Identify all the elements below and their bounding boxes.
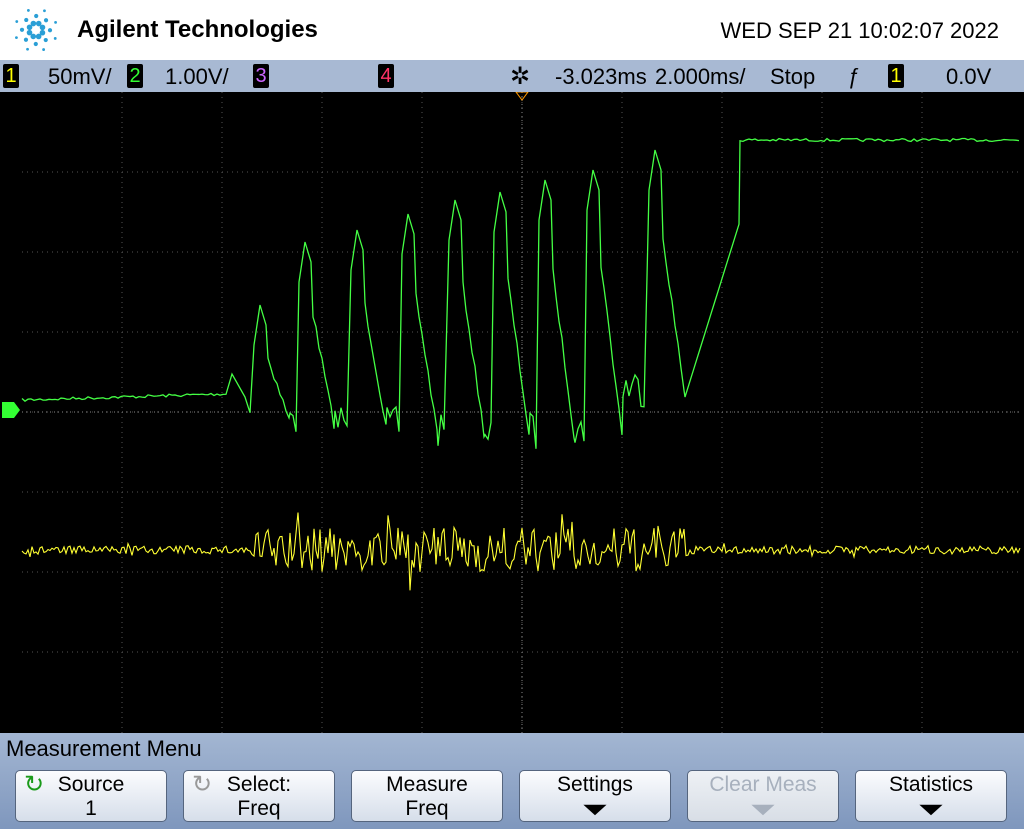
ch1-badge[interactable]: 1 — [3, 64, 19, 88]
logo-dot — [34, 13, 39, 19]
softkey-label: Source — [57, 773, 125, 796]
datetime: WED SEP 21 10:02:07 2022 — [720, 18, 999, 43]
ch1-trace — [21, 512, 1021, 591]
softkey-label: Select: — [226, 773, 292, 796]
softkey-label: 1 — [85, 797, 97, 820]
brand: Agilent Technologies — [77, 16, 318, 43]
ch4-badge[interactable]: 4 — [378, 64, 394, 88]
logo-dot — [43, 18, 49, 23]
softkey-label: Freq — [405, 797, 449, 820]
logo-dot — [15, 36, 18, 40]
logo-dot — [53, 37, 57, 40]
waveform-display — [0, 92, 1024, 733]
logo-dot — [30, 33, 37, 40]
logo-dot — [47, 28, 53, 33]
logo — [15, 9, 57, 51]
ch3-badge[interactable]: 3 — [253, 64, 269, 88]
logo-dot — [26, 24, 33, 31]
softkey-label: Measure — [386, 773, 468, 796]
submenu-arrow: ▼ — [743, 799, 783, 819]
logo-dot — [39, 29, 46, 36]
logo-dot — [43, 37, 48, 43]
softkey[interactable]: Measure Freq — [351, 770, 503, 822]
status-bar — [0, 60, 1024, 92]
softkey[interactable]: Statistics ▼ — [855, 770, 1007, 822]
menu-title: Measurement Menu — [6, 736, 202, 761]
ch2-trace — [21, 137, 1020, 449]
softkey-label: Settings — [557, 773, 633, 796]
delay: -3.023ms — [555, 64, 647, 89]
knob-icon: ↻ — [192, 771, 213, 798]
logo-dot — [24, 17, 29, 23]
logo-dot — [42, 48, 46, 51]
trigger-level: 0.0V — [946, 64, 992, 89]
logo-dot — [26, 47, 29, 51]
softkey-label: Statistics — [888, 773, 974, 796]
logo-dot — [30, 20, 37, 27]
trigger-edge: ƒ — [848, 64, 861, 89]
acq-icon: ✲ — [510, 63, 531, 90]
softkey-menu: Measurement Menu — [0, 733, 1024, 829]
ch2-badge[interactable]: 2 — [127, 64, 143, 88]
softkey-label: Clear Meas — [709, 773, 817, 796]
header: Agilent Technologies WED SEP 21 10:02:07… — [0, 0, 1024, 60]
logo-dot — [19, 27, 25, 32]
trigger-marker — [515, 92, 529, 101]
ch2-scale: 1.00V/ — [165, 64, 229, 89]
logo-dot — [43, 9, 46, 13]
knob-icon: ↻ — [24, 771, 45, 798]
trigger-source: 1 — [888, 64, 904, 88]
ch2-ground-marker — [2, 402, 20, 418]
timebase: 2.000ms/ — [655, 64, 746, 89]
logo-dot — [26, 29, 33, 36]
submenu-arrow: ▼ — [575, 799, 615, 819]
softkey-label: Freq — [237, 797, 281, 820]
logo-dot — [54, 20, 57, 24]
run-state: Stop — [770, 64, 816, 89]
ch1-scale: 50mV/ — [48, 64, 112, 89]
softkey[interactable]: Select: Freq ↻ — [183, 770, 335, 822]
logo-dot — [26, 9, 30, 12]
softkey[interactable]: Settings ▼ — [519, 770, 671, 822]
logo-dot — [39, 24, 46, 31]
softkey[interactable]: Source 1 ↻ — [15, 770, 167, 822]
logo-dot — [35, 33, 42, 40]
logo-dot — [23, 37, 29, 42]
submenu-arrow: ▼ — [911, 799, 951, 819]
softkey[interactable]: Clear Meas ▼ — [687, 770, 839, 822]
logo-dot — [15, 20, 19, 23]
logo-dot — [35, 20, 42, 27]
logo-dot — [33, 41, 38, 47]
